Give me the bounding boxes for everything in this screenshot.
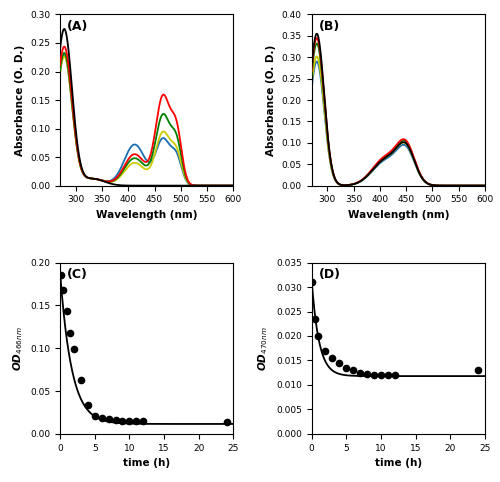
X-axis label: Wavelength (nm): Wavelength (nm) bbox=[96, 210, 198, 220]
Y-axis label: Absorbance (O. D.): Absorbance (O. D.) bbox=[14, 44, 24, 156]
X-axis label: time (h): time (h) bbox=[374, 458, 422, 468]
Y-axis label: Absorbance (O. D.): Absorbance (O. D.) bbox=[266, 44, 276, 156]
Text: (C): (C) bbox=[67, 268, 88, 281]
Y-axis label: OD$_{466nm}$: OD$_{466nm}$ bbox=[11, 326, 24, 371]
Text: (B): (B) bbox=[318, 20, 340, 33]
Text: (D): (D) bbox=[318, 268, 340, 281]
Text: (A): (A) bbox=[67, 20, 88, 33]
X-axis label: Wavelength (nm): Wavelength (nm) bbox=[348, 210, 449, 220]
X-axis label: time (h): time (h) bbox=[123, 458, 170, 468]
Y-axis label: OD$_{470nm}$: OD$_{470nm}$ bbox=[256, 326, 270, 371]
